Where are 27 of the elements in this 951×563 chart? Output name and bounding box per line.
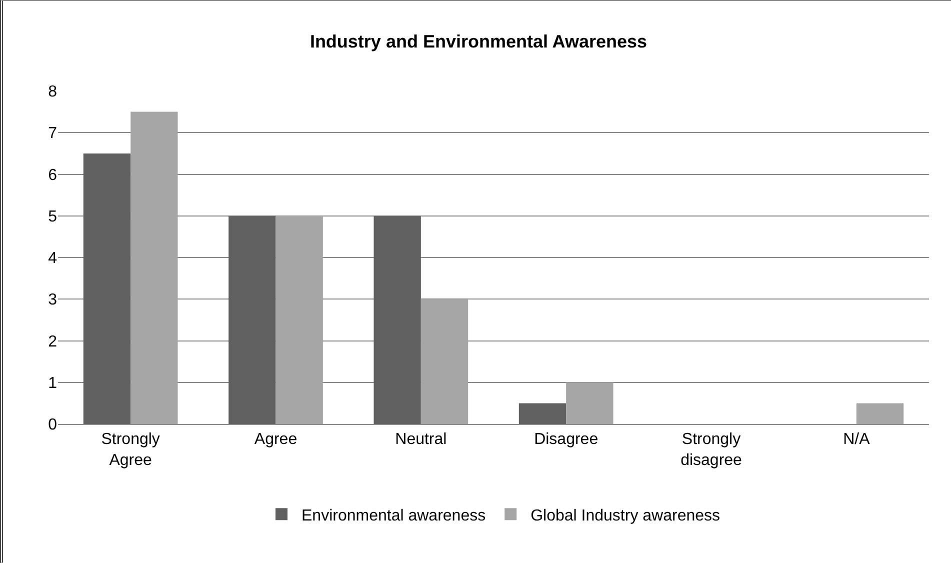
legend-label: Global Industry awareness: [530, 507, 720, 524]
x-tick-label: N/A: [843, 431, 870, 448]
bar: [130, 112, 178, 424]
y-tick-label: 5: [48, 208, 58, 226]
bar: [856, 403, 904, 424]
x-tick-label: Strongly Agree: [101, 431, 160, 469]
bar: [276, 216, 323, 424]
y-tick-label: 2: [48, 333, 58, 350]
y-tick-label: 1: [48, 374, 58, 392]
bar: [83, 153, 131, 424]
legend-label: Environmental awareness: [302, 507, 486, 524]
x-tick-label: Disagree: [534, 431, 598, 448]
y-tick-label: 7: [48, 125, 58, 142]
bar: [374, 216, 421, 424]
bar: [518, 403, 566, 424]
x-tick-label: Agree: [254, 431, 298, 448]
y-tick-label: 0: [48, 416, 58, 434]
y-tick-label: 6: [48, 166, 58, 184]
chart-title: Industry and Environmental Awareness: [310, 31, 648, 52]
y-tick-label: 3: [48, 292, 58, 309]
y-tick-label: 8: [48, 84, 58, 101]
bar: [566, 382, 614, 424]
y-tick-label: 4: [48, 250, 58, 268]
x-tick-label: Neutral: [395, 431, 447, 448]
bar: [228, 216, 276, 424]
x-tick-label: Strongly disagree: [680, 431, 742, 469]
bar: [420, 299, 468, 424]
